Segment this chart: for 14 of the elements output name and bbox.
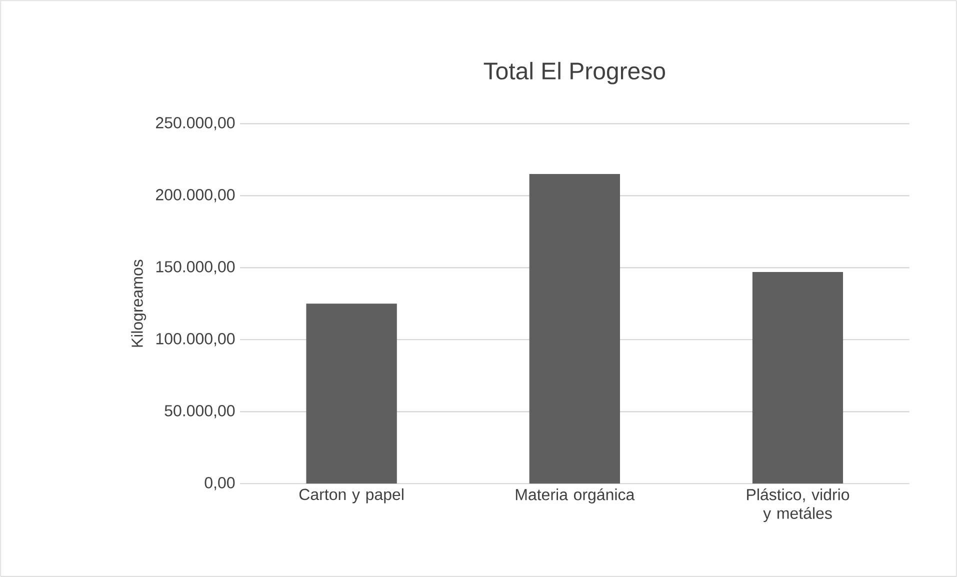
y-tick-label: 250.000,00 xyxy=(156,117,235,130)
x-tick-label: Materia orgánica xyxy=(516,488,635,504)
bar xyxy=(752,272,844,484)
y-tick-label: 0,00 xyxy=(204,477,235,490)
y-axis-title: Kilogreamos xyxy=(131,260,146,347)
bar xyxy=(306,304,397,484)
y-tick-label: 100.000,00 xyxy=(156,333,235,346)
x-tick-label: Plástico, vidrio y metáles xyxy=(747,488,850,522)
y-tick-label: 50.000,00 xyxy=(164,405,235,418)
y-tick-label: 150.000,00 xyxy=(156,261,235,274)
bar xyxy=(529,174,620,484)
chart-title: Total El Progreso xyxy=(484,62,665,84)
x-tick-label: Carton y papel xyxy=(299,488,404,504)
y-tick-label: 200.000,00 xyxy=(156,189,235,202)
